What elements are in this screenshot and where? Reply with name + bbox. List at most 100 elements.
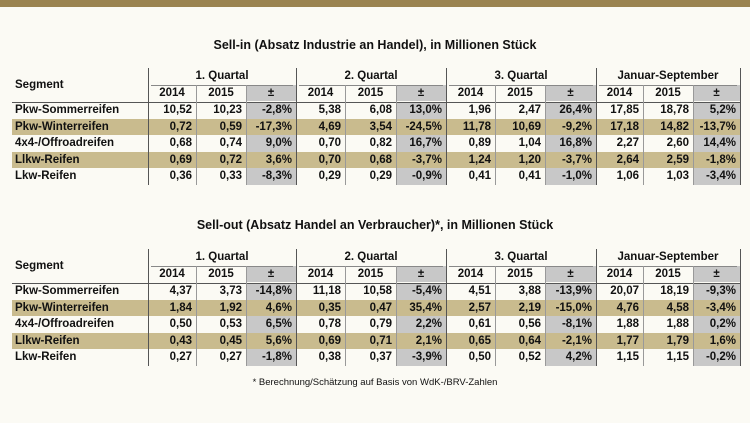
column-header: 2014	[148, 85, 196, 101]
table-cell: -5,4%	[396, 283, 446, 299]
column-header: ±	[693, 266, 740, 282]
table-cell: 0,65	[446, 333, 495, 349]
table-cell: -24,5%	[396, 119, 446, 135]
column-header: 2015	[643, 266, 693, 282]
column-header: 2015	[345, 85, 396, 101]
column-rule	[345, 266, 346, 366]
table-cell: 6,08	[345, 102, 396, 118]
table-cell: 4,58	[643, 300, 693, 316]
footnote: * Berechnung/Schätzung auf Basis von WdK…	[0, 377, 750, 388]
column-header: 2014	[596, 266, 643, 282]
group-header: 2. Quartal	[296, 68, 446, 84]
column-header: ±	[693, 85, 740, 101]
table-cell: 0,45	[196, 333, 246, 349]
table-cell: 0,37	[345, 349, 396, 365]
table-cell: 3,88	[495, 283, 545, 299]
table-cell: 1,79	[643, 333, 693, 349]
top-banner	[0, 0, 750, 7]
table-cell: 2,64	[596, 152, 643, 168]
table-title: Sell-out (Absatz Handel an Verbraucher)*…	[0, 218, 750, 232]
column-rule	[396, 85, 397, 185]
table-cell: 2,60	[643, 135, 693, 151]
table-cell: 0,29	[296, 168, 345, 184]
table-cell: 17,85	[596, 102, 643, 118]
column-header: 2015	[345, 266, 396, 282]
table-cell: 0,79	[345, 316, 396, 332]
table-cell: 0,78	[296, 316, 345, 332]
column-header: 2014	[446, 266, 495, 282]
column-header: ±	[246, 85, 296, 101]
table-cell: 0,35	[296, 300, 345, 316]
table-cell: 11,18	[296, 283, 345, 299]
column-header: 2015	[643, 85, 693, 101]
column-header: ±	[396, 266, 446, 282]
column-header: ±	[396, 85, 446, 101]
table-cell: 1,20	[495, 152, 545, 168]
segment-header: Segment	[12, 258, 64, 274]
table-cell: -1,8%	[693, 152, 740, 168]
column-header: ±	[246, 266, 296, 282]
table-cell: 0,71	[345, 333, 396, 349]
column-rule	[596, 68, 597, 185]
table-cell: -8,1%	[545, 316, 596, 332]
table-cell: 10,69	[495, 119, 545, 135]
table-cell: 1,24	[446, 152, 495, 168]
column-rule	[196, 85, 197, 185]
column-header: ±	[545, 85, 596, 101]
table-cell: -15,0%	[545, 300, 596, 316]
column-rule	[643, 266, 644, 366]
table-cell: 4,76	[596, 300, 643, 316]
group-header: 1. Quartal	[148, 68, 296, 84]
segment-label: Lkw-Reifen	[12, 349, 76, 365]
table-cell: -14,8%	[246, 283, 296, 299]
column-rule	[545, 85, 546, 185]
table-cell: 1,04	[495, 135, 545, 151]
group-header: 3. Quartal	[446, 68, 596, 84]
table-cell: 2,2%	[396, 316, 446, 332]
table-cell: 4,6%	[246, 300, 296, 316]
table-cell: 0,47	[345, 300, 396, 316]
table-cell: 1,6%	[693, 333, 740, 349]
table-cell: 0,69	[148, 152, 196, 168]
table-cell: 0,53	[196, 316, 246, 332]
table-cell: 20,07	[596, 283, 643, 299]
table-cell: -8,3%	[246, 168, 296, 184]
column-rule	[495, 85, 496, 185]
column-rule	[596, 249, 597, 366]
segment-header: Segment	[12, 77, 64, 93]
column-rule	[446, 68, 447, 185]
header-rule	[599, 85, 737, 86]
table-cell: -1,8%	[246, 349, 296, 365]
table-cell: -0,9%	[396, 168, 446, 184]
group-header: Januar-September	[596, 249, 740, 265]
table-cell: 5,6%	[246, 333, 296, 349]
table-cell: -3,7%	[396, 152, 446, 168]
column-rule	[545, 266, 546, 366]
column-header: 2014	[148, 266, 196, 282]
table-cell: -13,9%	[545, 283, 596, 299]
table-cell: -3,4%	[693, 300, 740, 316]
table-cell: 2,59	[643, 152, 693, 168]
table-cell: 0,41	[446, 168, 495, 184]
table-cell: 0,27	[148, 349, 196, 365]
column-rule	[495, 266, 496, 366]
table-cell: 0,72	[196, 152, 246, 168]
column-rule	[693, 85, 694, 185]
table-cell: -9,3%	[693, 283, 740, 299]
table-cell: 0,70	[296, 152, 345, 168]
column-rule	[296, 249, 297, 366]
table-cell: 1,96	[446, 102, 495, 118]
column-rule	[296, 68, 297, 185]
table-cell: 0,69	[296, 333, 345, 349]
column-header: 2015	[196, 85, 246, 101]
column-rule	[396, 266, 397, 366]
segment-label: Pkw-Sommerreifen	[12, 283, 119, 299]
header-rule	[151, 266, 293, 267]
table-cell: 3,73	[196, 283, 246, 299]
column-rule	[148, 68, 149, 185]
table-cell: 11,78	[446, 119, 495, 135]
table-cell: 35,4%	[396, 300, 446, 316]
table-cell: 4,69	[296, 119, 345, 135]
table-cell: -2,8%	[246, 102, 296, 118]
table-cell: 0,41	[495, 168, 545, 184]
